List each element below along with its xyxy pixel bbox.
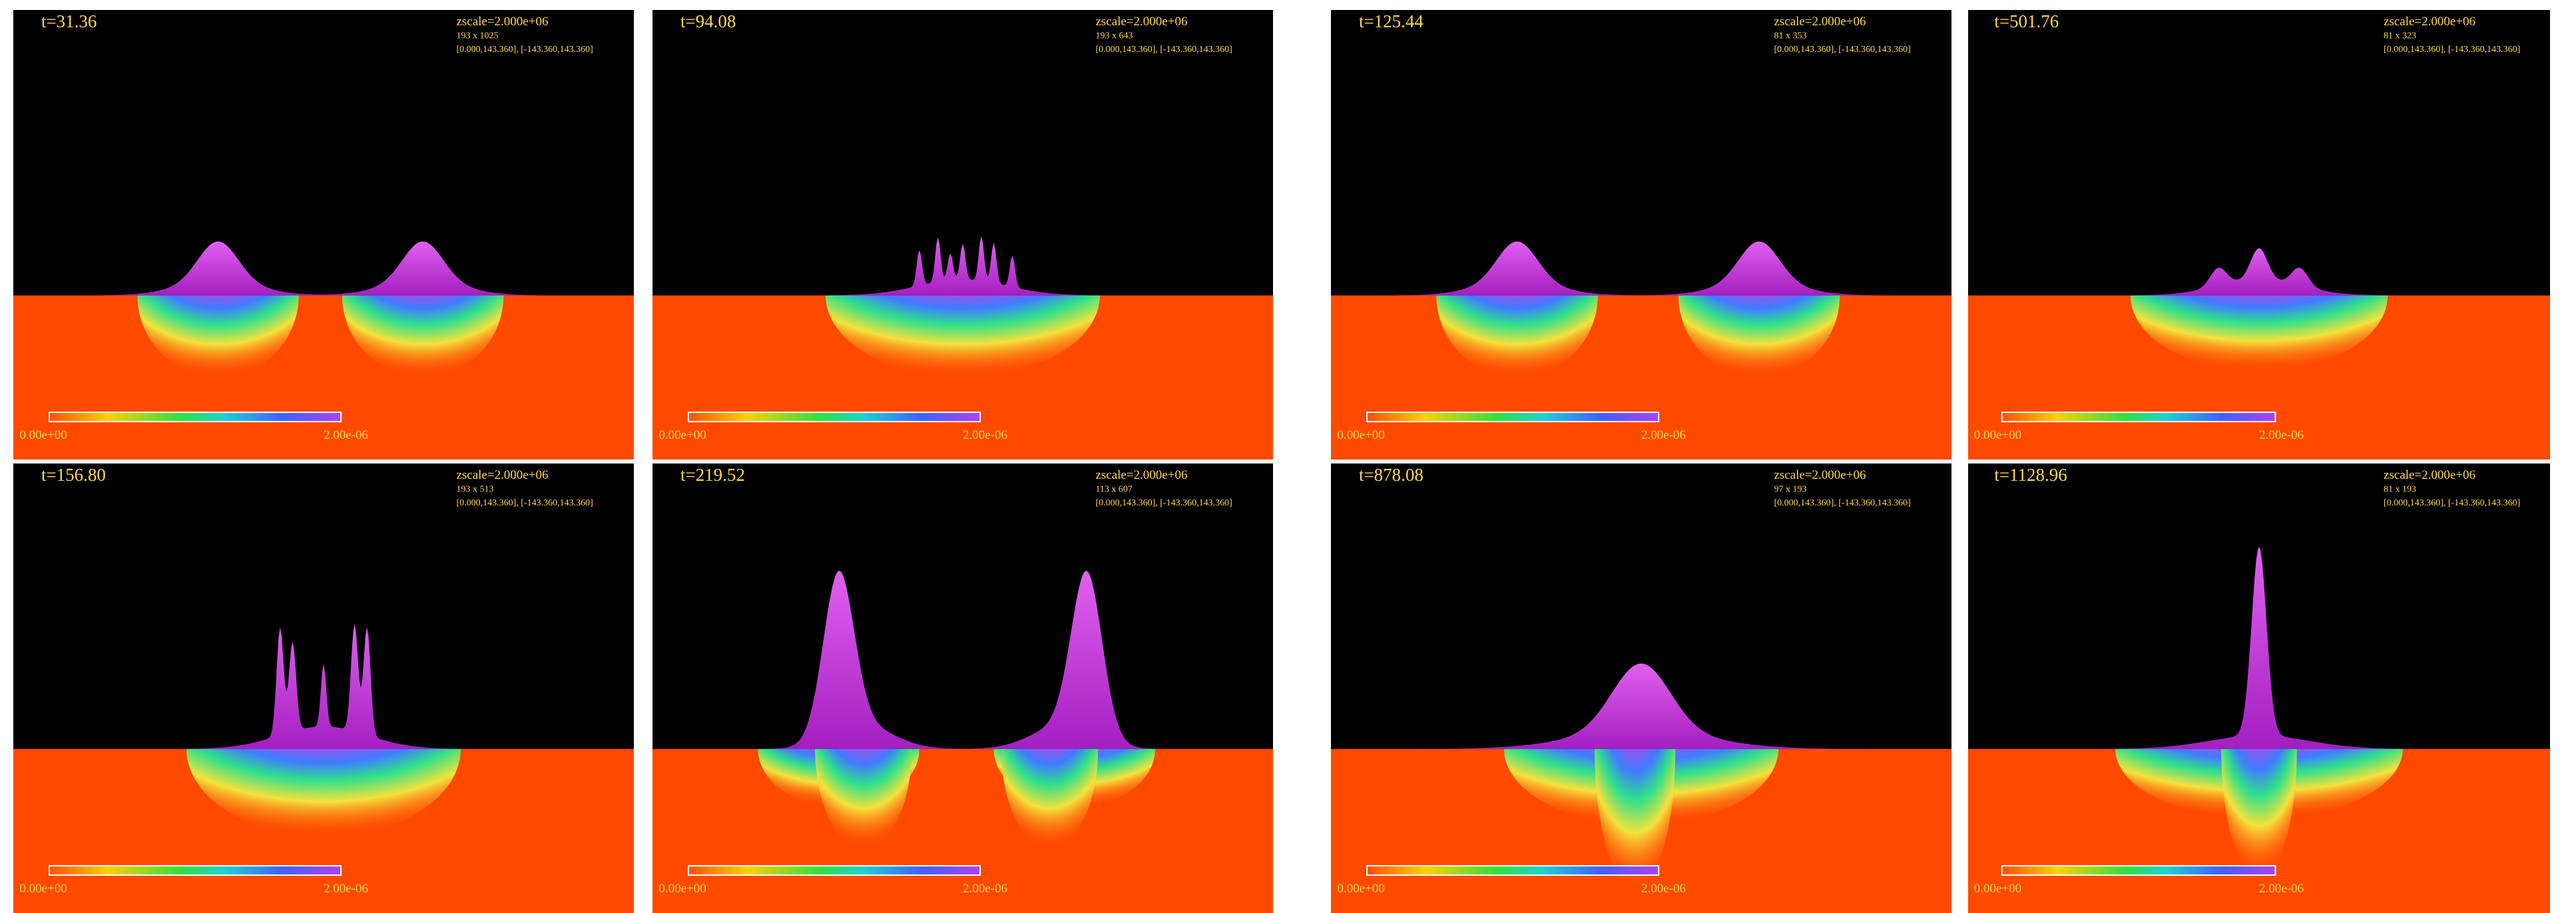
grid-label: 193 x 513 — [456, 485, 493, 495]
range-label: [0.000,143.360], [-143.360,143.360] — [1095, 45, 1232, 55]
colorbar — [2002, 866, 2276, 875]
grid-label: 81 x 193 — [2384, 485, 2416, 495]
colorbar-max: 2.00e-06 — [1641, 428, 1686, 442]
panel: t=125.44 zscale=2.000e+06 81 x 353 [0.000,1… — [1331, 10, 1951, 459]
range-label: [0.000,143.360], [-143.360,143.360] — [456, 498, 593, 508]
colorbar — [688, 412, 980, 422]
panel: t=219.52 zscale=2.000e+06 113 x 607 [0.000,… — [652, 463, 1273, 913]
zscale-label: zscale=2.000e+06 — [456, 468, 548, 482]
time-label: t=501.76 — [1994, 11, 2059, 31]
range-label: [0.000,143.360], [-143.360,143.360] — [2384, 498, 2520, 508]
colorbar-min: 0.00e+00 — [19, 882, 67, 896]
time-label: t=878.08 — [1359, 465, 1423, 485]
colorbar-max: 2.00e-06 — [324, 428, 368, 442]
colorbar — [1367, 866, 1659, 875]
colorbar-max: 2.00e-06 — [963, 428, 1007, 442]
colorbar — [1367, 412, 1659, 422]
time-label: t=156.80 — [41, 465, 106, 485]
colorbar-min: 0.00e+00 — [1337, 882, 1384, 896]
grid-label: 193 x 643 — [1095, 31, 1133, 41]
colorbar — [49, 866, 341, 875]
grid-label: 97 x 193 — [1774, 485, 1806, 495]
range-label: [0.000,143.360], [-143.360,143.360] — [456, 45, 593, 55]
colorbar-min: 0.00e+00 — [1974, 882, 2021, 896]
panel: t=1128.96 zscale=2.000e+06 81 x 193 [0.000,… — [1968, 463, 2550, 913]
grid-label: 113 x 607 — [1095, 485, 1132, 495]
time-label: t=219.52 — [680, 465, 745, 485]
grid-label: 81 x 323 — [2384, 31, 2416, 41]
panel: t=156.80 zscale=2.000e+06 193 x 513 [0.000,… — [13, 463, 634, 913]
colorbar-min: 0.00e+00 — [658, 428, 706, 442]
range-label: [0.000,143.360], [-143.360,143.360] — [1095, 498, 1232, 508]
zscale-label: zscale=2.000e+06 — [1095, 15, 1187, 29]
range-label: [0.000,143.360], [-143.360,143.360] — [1774, 498, 1910, 508]
colorbar-max: 2.00e-06 — [2259, 428, 2304, 442]
colorbar-max: 2.00e-06 — [2259, 882, 2304, 896]
grid-label: 193 x 1025 — [456, 31, 498, 41]
time-label: t=1128.96 — [1994, 465, 2067, 485]
panel: t=501.76 zscale=2.000e+06 81 x 323 [0.000,1… — [1968, 10, 2550, 459]
colorbar-min: 0.00e+00 — [658, 882, 706, 896]
zscale-label: zscale=2.000e+06 — [2384, 468, 2475, 482]
grid-label: 81 x 353 — [1774, 31, 1806, 41]
colorbar-max: 2.00e-06 — [324, 882, 368, 896]
range-label: [0.000,143.360], [-143.360,143.360] — [2384, 45, 2520, 55]
colorbar-max: 2.00e-06 — [963, 882, 1007, 896]
zscale-label: zscale=2.000e+06 — [1774, 15, 1866, 29]
colorbar — [49, 412, 341, 422]
panel: t=94.08 zscale=2.000e+06 193 x 643 [0.000,1… — [652, 10, 1273, 459]
panel: t=31.36 zscale=2.000e+06 193 x 1025 [0.000,… — [13, 10, 634, 459]
colorbar — [2002, 412, 2276, 422]
zscale-label: zscale=2.000e+06 — [2384, 15, 2475, 29]
panel: t=878.08 zscale=2.000e+06 97 x 193 [0.000,1… — [1331, 463, 1951, 913]
colorbar-max: 2.00e-06 — [1641, 882, 1686, 896]
zscale-label: zscale=2.000e+06 — [456, 15, 548, 29]
colorbar — [688, 866, 980, 875]
zscale-label: zscale=2.000e+06 — [1095, 468, 1187, 482]
figure: t=31.36 zscale=2.000e+06 193 x 1025 [0.000,… — [0, 0, 2576, 913]
colorbar-min: 0.00e+00 — [19, 428, 67, 442]
time-label: t=31.36 — [41, 11, 97, 31]
range-label: [0.000,143.360], [-143.360,143.360] — [1774, 45, 1910, 55]
time-label: t=94.08 — [680, 11, 736, 31]
colorbar-min: 0.00e+00 — [1974, 428, 2021, 442]
zscale-label: zscale=2.000e+06 — [1774, 468, 1866, 482]
colorbar-min: 0.00e+00 — [1337, 428, 1384, 442]
time-label: t=125.44 — [1359, 11, 1423, 31]
